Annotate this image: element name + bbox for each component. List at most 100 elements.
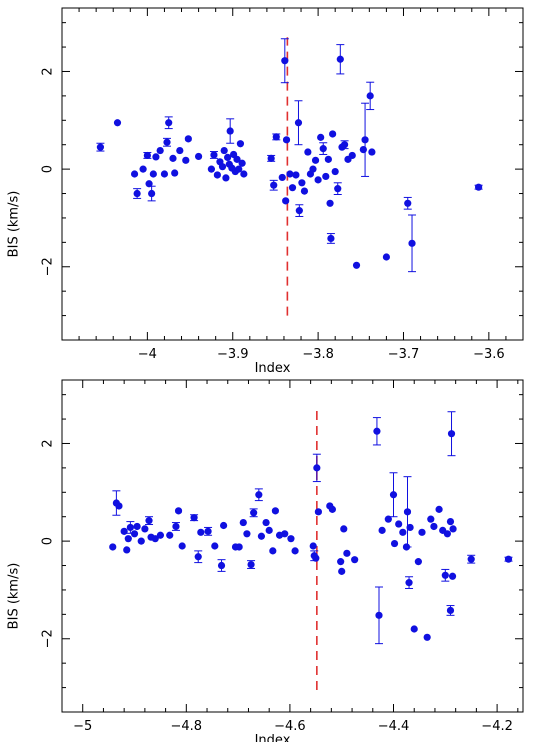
data-point (143, 151, 151, 160)
bottom-scatter-panel: −5 −4.8 −4.6 −4.4 −4.2 −2 0 2 Index BIS (km/s) (7, 379, 524, 742)
data-point (113, 119, 122, 127)
data-point (435, 505, 443, 513)
data-point (395, 520, 403, 528)
data-point (366, 92, 374, 100)
data-point (190, 514, 198, 522)
data-point (326, 199, 334, 207)
data-point (352, 261, 361, 269)
data-point (406, 523, 414, 532)
x-tick-label: −4.4 (378, 719, 410, 734)
data-point (163, 138, 171, 146)
y-tick-label: 2 (41, 67, 56, 75)
data-point (220, 521, 228, 530)
data-point (178, 542, 186, 550)
data-point (96, 143, 105, 151)
data-point (359, 145, 367, 154)
x-tick-label: −4.2 (481, 719, 513, 734)
data-point (446, 606, 455, 615)
data-point (239, 518, 247, 527)
data-point (389, 491, 398, 499)
data-point (504, 555, 513, 563)
data-point (405, 579, 413, 587)
data-point (115, 502, 123, 510)
data-point (130, 530, 139, 538)
data-point (235, 165, 243, 173)
data-point (124, 535, 132, 543)
data-point (152, 153, 160, 161)
data-point (210, 151, 218, 159)
data-point (222, 174, 230, 182)
data-point (166, 531, 174, 539)
data-point (327, 234, 335, 243)
data-point (373, 427, 381, 435)
data-point (281, 530, 289, 538)
data-point (448, 572, 457, 580)
data-point (207, 165, 215, 173)
data-point (126, 523, 134, 532)
data-point (313, 464, 321, 472)
data-point (384, 515, 392, 523)
data-point (329, 130, 337, 138)
data-point (130, 170, 139, 178)
data-point (267, 154, 275, 162)
data-point (317, 133, 325, 141)
data-point (292, 171, 300, 179)
data-point (291, 547, 299, 555)
data-point (174, 507, 183, 515)
data-point (423, 633, 431, 641)
data-point (403, 508, 412, 516)
data-point (443, 530, 451, 538)
data-point (194, 152, 203, 161)
data-point (171, 169, 179, 177)
data-point (217, 561, 226, 570)
data-point (169, 154, 177, 162)
data-point (314, 176, 322, 184)
data-point (322, 172, 330, 181)
data-point (414, 558, 422, 566)
data-point (399, 528, 407, 536)
data-point (247, 560, 255, 569)
data-point (410, 625, 418, 633)
y-tick-label: 2 (41, 439, 56, 447)
data-point (145, 180, 153, 188)
plot-frame (61, 379, 524, 713)
data-point (427, 515, 435, 523)
x-axis-label: Index (255, 733, 291, 742)
x-tick-label: −3.8 (302, 347, 334, 362)
data-point (337, 558, 345, 566)
data-point (278, 173, 286, 182)
data-point (236, 140, 245, 148)
data-point (334, 185, 342, 193)
data-point (328, 505, 336, 513)
data-point (300, 187, 309, 195)
data-point (294, 119, 303, 127)
data-point (324, 155, 332, 163)
y-axis-label: BIS (km/s) (7, 191, 22, 258)
data-point (148, 189, 156, 198)
x-tick-label: −4.6 (274, 719, 306, 734)
data-point (233, 155, 241, 163)
data-point (295, 207, 303, 215)
top-scatter-panel: −4 −3.9 −3.8 −3.7 −3.6 −2 0 2 Index BIS (km/s) (7, 7, 524, 376)
data-point (224, 153, 232, 161)
x-tick-label: −3.6 (473, 347, 505, 362)
data-point (351, 556, 359, 564)
data-point (336, 55, 344, 63)
data-point (282, 197, 290, 205)
data-point (441, 571, 449, 579)
data-point (238, 159, 246, 167)
data-point (378, 526, 386, 534)
data-point (156, 531, 165, 539)
data-point (404, 199, 412, 207)
data-point (151, 535, 159, 543)
data-point (467, 555, 475, 563)
data-point (165, 119, 173, 127)
data-point (338, 567, 346, 575)
data-point (137, 537, 145, 545)
data-point (343, 549, 351, 557)
x-tick-label: −5 (73, 719, 92, 734)
data-point (139, 165, 147, 173)
data-point (145, 517, 153, 525)
data-point (408, 239, 416, 247)
